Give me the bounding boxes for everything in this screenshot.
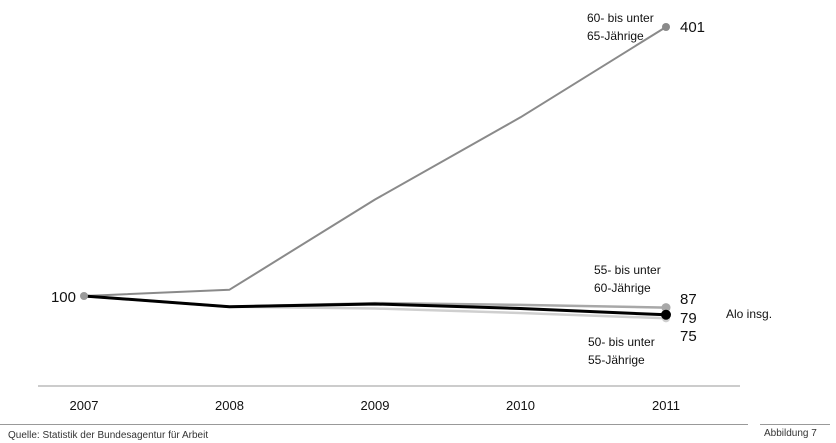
series-label-s50: 55-Jährige bbox=[588, 353, 645, 367]
start-marker bbox=[80, 292, 88, 300]
series-label-alo: Alo insg. bbox=[726, 307, 772, 321]
source-note: Quelle: Statistik der Bundesagentur für … bbox=[8, 430, 209, 441]
series-label-s50: 50- bis unter bbox=[588, 335, 655, 349]
x-tick-label: 2008 bbox=[215, 398, 244, 413]
end-value-label-s50: 75 bbox=[680, 328, 697, 345]
x-tick-label: 2007 bbox=[70, 398, 99, 413]
series-line-alo bbox=[82, 294, 668, 317]
x-tick-label: 2011 bbox=[652, 398, 680, 413]
x-tick-label: 2010 bbox=[506, 398, 535, 413]
start-value-label: 100 bbox=[51, 289, 76, 306]
series-markers bbox=[80, 23, 671, 323]
series-lines bbox=[82, 26, 668, 320]
figure-number: Abbildung 7 bbox=[764, 428, 817, 439]
footer-rule bbox=[0, 424, 748, 425]
series-line-s60 bbox=[83, 26, 667, 297]
x-tick-labels: 2007 2008 2009 2010 2011 bbox=[70, 398, 680, 413]
end-marker-alo bbox=[661, 309, 671, 320]
footer-rule-right bbox=[760, 424, 830, 425]
series-label-s55: 60-Jährige bbox=[594, 281, 651, 295]
x-tick-label: 2009 bbox=[361, 398, 390, 413]
end-value-label-alo: 79 bbox=[680, 310, 697, 327]
end-value-label-s55: 87 bbox=[680, 291, 697, 308]
end-marker-s55 bbox=[661, 303, 671, 313]
series-label-s55: 55- bis unter bbox=[594, 263, 661, 277]
series-label-s60: 60- bis unter bbox=[587, 11, 654, 25]
end-marker-s60 bbox=[662, 23, 670, 31]
series-label-s60: 65-Jährige bbox=[587, 29, 644, 43]
end-value-label-s60: 401 bbox=[680, 19, 705, 36]
